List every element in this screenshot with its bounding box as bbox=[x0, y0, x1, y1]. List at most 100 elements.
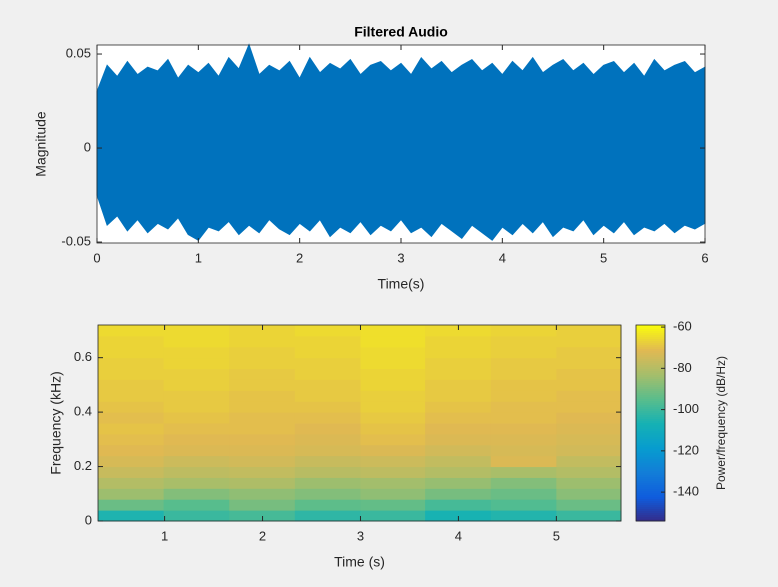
colorbar-swatch bbox=[636, 423, 665, 426]
colorbar-swatch bbox=[636, 377, 665, 380]
heatmap-cell bbox=[490, 433, 557, 446]
colorbar-swatch bbox=[636, 391, 665, 394]
colorbar-swatch bbox=[636, 343, 665, 346]
heatmap-cell bbox=[425, 357, 492, 370]
heatmap-cell bbox=[490, 466, 557, 478]
heatmap-cell bbox=[490, 423, 557, 435]
colorbar-tick-label: -120 bbox=[673, 442, 699, 457]
heatmap-cell bbox=[490, 455, 557, 468]
x-tick-label: 0 bbox=[93, 250, 100, 265]
heatmap-cell bbox=[490, 477, 557, 489]
heatmap-cell bbox=[98, 444, 165, 457]
heatmap-cell bbox=[360, 466, 426, 478]
heatmap-cell bbox=[98, 325, 165, 337]
heatmap-cell bbox=[490, 325, 557, 337]
heatmap-cell bbox=[229, 488, 296, 500]
colorbar-swatch bbox=[636, 393, 665, 396]
heatmap-cell bbox=[163, 357, 230, 370]
heatmap-cell bbox=[229, 379, 296, 391]
colorbar-swatch bbox=[636, 427, 665, 430]
colorbar-tick-label: -100 bbox=[673, 401, 699, 416]
heatmap-cell bbox=[229, 401, 296, 413]
heatmap-cell bbox=[98, 466, 165, 478]
heatmap-cell bbox=[294, 455, 361, 468]
colorbar-swatch bbox=[636, 457, 665, 460]
heatmap-cell bbox=[294, 390, 361, 402]
heatmap-cell bbox=[425, 444, 492, 457]
colorbar-frame bbox=[635, 324, 666, 522]
heatmap-cell bbox=[98, 423, 165, 435]
heatmap-cell bbox=[294, 357, 361, 370]
heatmap-cell bbox=[294, 444, 361, 457]
heatmap-cell bbox=[360, 357, 426, 370]
waveform-area bbox=[96, 147, 706, 241]
heatmap-cell bbox=[163, 379, 230, 391]
heatmap-cell bbox=[556, 477, 622, 489]
heatmap-cell bbox=[98, 455, 165, 468]
colorbar-swatch bbox=[636, 419, 665, 422]
colorbar-swatch bbox=[636, 517, 665, 520]
colorbar-swatch bbox=[636, 449, 665, 452]
colorbar-swatch bbox=[636, 447, 665, 450]
colorbar-swatch bbox=[636, 325, 665, 328]
heatmap-cell bbox=[98, 346, 165, 359]
heatmap-cell bbox=[556, 335, 622, 348]
colorbar-swatch bbox=[636, 467, 665, 470]
heatmap-cell bbox=[229, 423, 296, 435]
colorbar-swatch bbox=[636, 333, 665, 336]
heatmap-cell bbox=[294, 401, 361, 413]
heatmap-cell bbox=[163, 335, 230, 348]
x-axis-label: Time (s) bbox=[334, 554, 385, 570]
colorbar-swatch bbox=[636, 453, 665, 456]
heatmap-cell bbox=[229, 455, 296, 468]
heatmap-cell bbox=[163, 510, 230, 522]
heatmap-cell bbox=[360, 368, 426, 380]
heatmap-cell bbox=[556, 357, 622, 370]
colorbar-swatch bbox=[636, 331, 665, 334]
colorbar-swatch bbox=[636, 433, 665, 436]
heatmap-cell bbox=[229, 390, 296, 402]
colorbar-swatch bbox=[636, 421, 665, 424]
colorbar-swatch bbox=[636, 347, 665, 350]
heatmap-cell bbox=[425, 368, 492, 380]
colorbar-swatch bbox=[636, 369, 665, 372]
colorbar-swatch bbox=[636, 373, 665, 376]
heatmap-cell bbox=[556, 423, 622, 435]
heatmap-cell bbox=[425, 488, 492, 500]
colorbar-swatch bbox=[636, 425, 665, 428]
heatmap-cell bbox=[360, 510, 426, 522]
heatmap-cell bbox=[360, 346, 426, 359]
heatmap-cell bbox=[98, 499, 165, 511]
heatmap-cell bbox=[360, 444, 426, 457]
heatmap-cell bbox=[425, 455, 492, 468]
heatmap-cell bbox=[229, 477, 296, 489]
colorbar-swatch bbox=[636, 363, 665, 366]
colorbar-swatch bbox=[636, 359, 665, 362]
heatmap-cell bbox=[163, 477, 230, 489]
colorbar-swatch bbox=[636, 463, 665, 466]
heatmap-cell bbox=[556, 466, 622, 478]
heatmap-cell bbox=[425, 477, 492, 489]
heatmap-cell bbox=[229, 335, 296, 348]
heatmap-cell bbox=[98, 401, 165, 413]
heatmap-cell bbox=[425, 346, 492, 359]
colorbar-swatch bbox=[636, 509, 665, 512]
colorbar-swatch bbox=[636, 361, 665, 364]
heatmap-cell bbox=[360, 401, 426, 413]
colorbar-swatch bbox=[636, 387, 665, 390]
heatmap-cell bbox=[360, 335, 426, 348]
heatmap-cell bbox=[425, 510, 492, 522]
heatmap-cell bbox=[98, 368, 165, 380]
colorbar-swatch bbox=[636, 407, 665, 410]
heatmap-cell bbox=[556, 488, 622, 500]
colorbar-swatch bbox=[636, 405, 665, 408]
heatmap-cell bbox=[294, 433, 361, 446]
heatmap-cell bbox=[556, 390, 622, 402]
colorbar-swatch bbox=[636, 455, 665, 458]
y-tick-label: 0 bbox=[84, 139, 91, 154]
heatmap-cell bbox=[360, 390, 426, 402]
x-tick-label: 5 bbox=[553, 528, 560, 543]
heatmap-cell bbox=[425, 379, 492, 391]
heatmap-cell bbox=[490, 368, 557, 380]
heatmap-cell bbox=[163, 455, 230, 468]
